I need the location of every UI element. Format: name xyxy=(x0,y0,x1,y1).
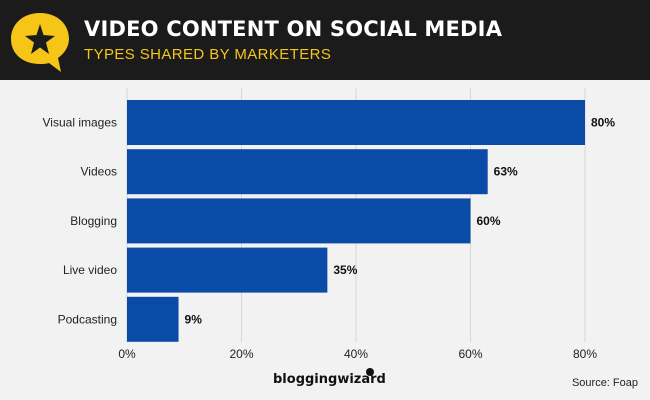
value-label: 60% xyxy=(477,214,501,228)
source-note: Source: Foap xyxy=(571,377,638,389)
category-label: Blogging xyxy=(70,214,117,228)
value-label: 80% xyxy=(591,116,615,130)
category-label: Visual images xyxy=(43,116,117,130)
x-tick-label: 60% xyxy=(458,347,482,361)
bar-blogging xyxy=(127,198,471,244)
brand-dot-icon xyxy=(366,368,374,376)
value-label: 63% xyxy=(494,165,518,179)
category-label: Videos xyxy=(81,165,117,179)
bar-podcasting xyxy=(127,296,179,342)
x-tick-label: 80% xyxy=(573,347,597,361)
speech-bubble-star-icon xyxy=(11,13,69,72)
x-tick-label: 0% xyxy=(118,347,136,361)
x-tick-label: 40% xyxy=(344,347,368,361)
category-label: Podcasting xyxy=(58,312,117,326)
bar-live-video xyxy=(127,247,328,293)
chart-title: VIDEO CONTENT ON SOCIAL MEDIA xyxy=(84,17,503,41)
bar-chart: Visual images 80% Videos 63% Blogging 60% Live… xyxy=(43,88,615,361)
bar-visual-images xyxy=(127,100,585,145)
brand-logo-text: bloggingwizard xyxy=(273,372,386,387)
x-tick-label: 20% xyxy=(229,347,253,361)
value-label: 9% xyxy=(185,312,203,326)
header-banner: VIDEO CONTENT ON SOCIAL MEDIA TYPES SHAR… xyxy=(0,0,650,80)
value-label: 35% xyxy=(333,263,357,277)
bar-videos xyxy=(127,149,488,195)
category-label: Live video xyxy=(63,263,117,277)
chart-subtitle: TYPES SHARED BY MARKETERS xyxy=(84,46,332,63)
